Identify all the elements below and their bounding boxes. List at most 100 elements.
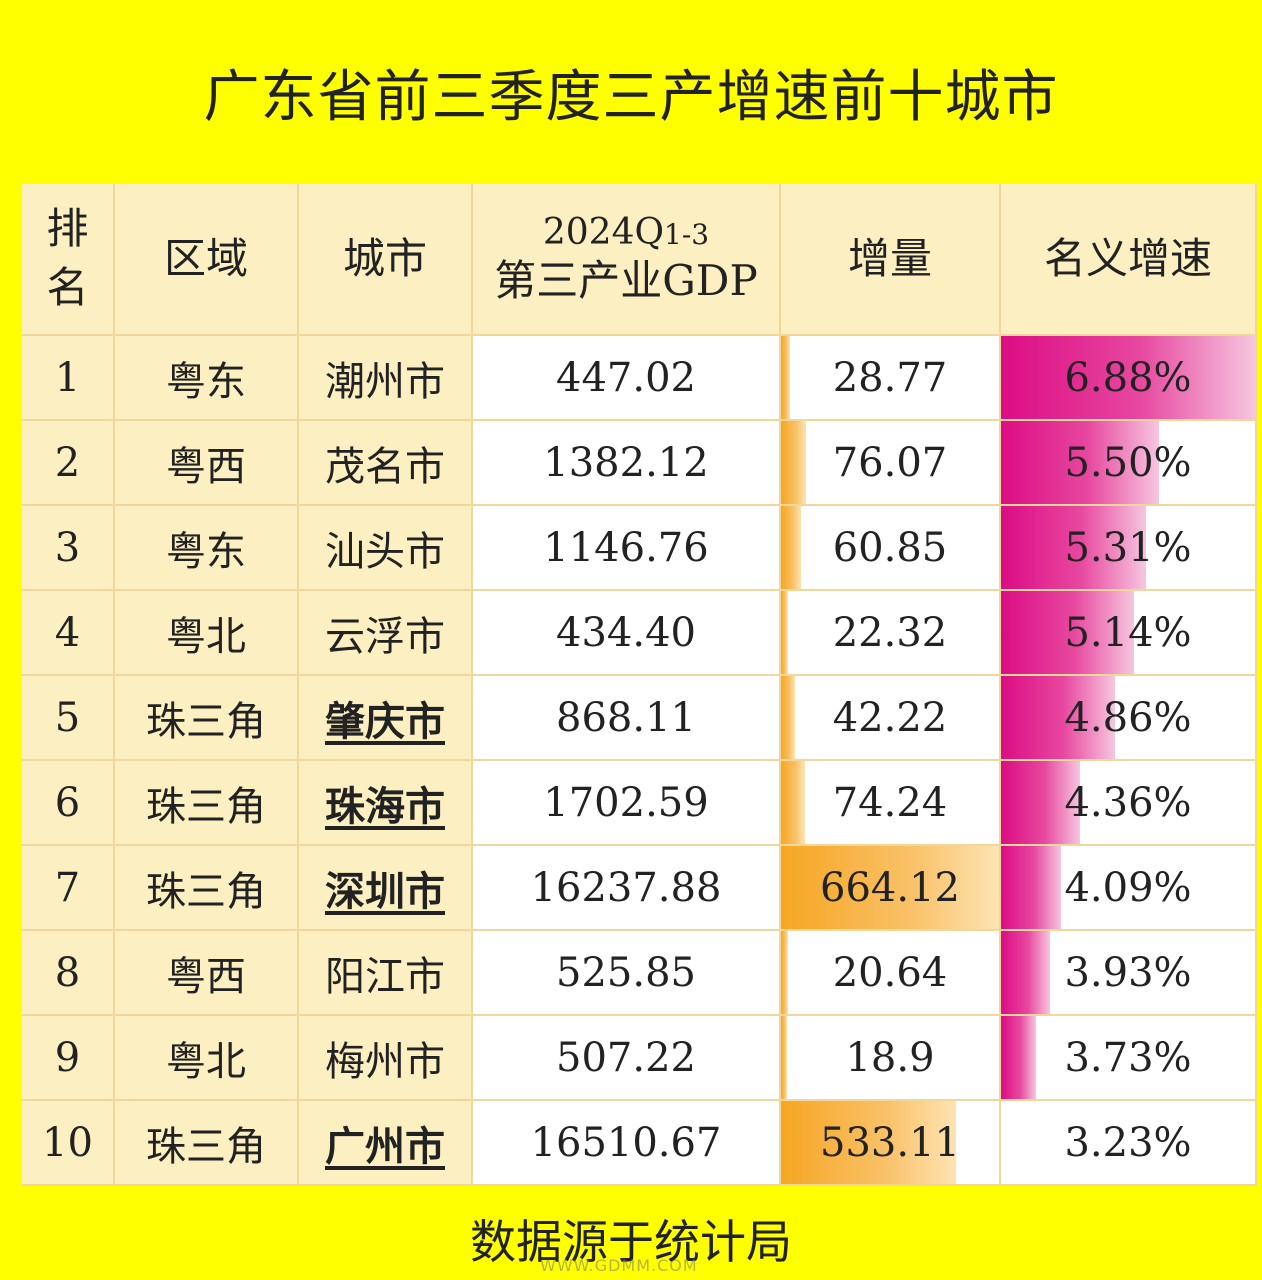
increase-bar <box>781 676 795 758</box>
rate-cell: 3.93% <box>1000 930 1257 1016</box>
increase-bar <box>781 1101 957 1183</box>
increase-value: 76.07 <box>832 439 948 486</box>
ranking-table: 排名 区域 城市 2024Q1-3 第三产业GDP 增量 名义增速 1 粤东 潮州市… <box>22 184 1257 1186</box>
region-cell: 粤西 <box>114 420 299 506</box>
increase-value: 28.77 <box>832 354 948 401</box>
rate-cell: 5.50% <box>1000 420 1257 506</box>
increase-cell: 22.32 <box>780 590 1001 676</box>
rate-cell: 4.86% <box>1000 675 1257 761</box>
table-row: 5 珠三角 肇庆市 868.11 42.22 4.86% <box>22 675 1257 761</box>
city-name: 肇庆市 <box>325 697 445 745</box>
header-row: 排名 区域 城市 2024Q1-3 第三产业GDP 增量 名义增速 <box>22 184 1257 336</box>
region-cell: 粤北 <box>114 590 299 676</box>
region-cell: 珠三角 <box>114 675 299 761</box>
rate-value: 3.73% <box>1064 1034 1192 1081</box>
table-row: 7 珠三角 深圳市 16237.88 664.12 4.09% <box>22 845 1257 931</box>
city-name: 梅州市 <box>325 1038 445 1085</box>
rank-cell: 10 <box>22 1100 115 1186</box>
city-cell: 广州市 <box>297 1100 473 1186</box>
rate-value: 5.50% <box>1064 439 1192 486</box>
rate-bar <box>1001 676 1115 758</box>
rate-value: 6.88% <box>1064 354 1192 401</box>
rate-value: 3.93% <box>1064 949 1192 996</box>
rate-cell: 6.88% <box>1000 335 1257 421</box>
increase-value: 22.32 <box>832 609 948 656</box>
gdp-cell: 1382.12 <box>472 420 781 506</box>
gdp-cell: 447.02 <box>472 335 781 421</box>
rate-value: 5.31% <box>1064 524 1192 571</box>
increase-cell: 76.07 <box>780 420 1001 506</box>
gdp-cell: 525.85 <box>472 930 781 1016</box>
rate-value: 4.36% <box>1064 779 1192 826</box>
city-cell: 珠海市 <box>297 760 473 846</box>
increase-bar <box>781 761 806 843</box>
table-row: 6 珠三角 珠海市 1702.59 74.24 4.36% <box>22 760 1257 846</box>
increase-bar <box>781 336 791 418</box>
city-name: 阳江市 <box>325 953 445 1000</box>
table-row: 4 粤北 云浮市 434.40 22.32 5.14% <box>22 590 1257 676</box>
increase-cell: 28.77 <box>780 335 1001 421</box>
city-cell: 梅州市 <box>297 1015 473 1101</box>
increase-cell: 60.85 <box>780 505 1001 591</box>
gdp-cell: 1146.76 <box>472 505 781 591</box>
increase-cell: 18.9 <box>780 1015 1001 1101</box>
increase-bar <box>781 846 998 928</box>
gdp-cell: 1702.59 <box>472 760 781 846</box>
header-region: 区域 <box>114 184 299 336</box>
rank-cell: 9 <box>22 1015 115 1101</box>
increase-value: 18.9 <box>845 1034 935 1081</box>
city-cell: 深圳市 <box>297 845 473 931</box>
gdp-cell: 507.22 <box>472 1015 781 1101</box>
rank-cell: 8 <box>22 930 115 1016</box>
rank-cell: 1 <box>22 335 115 421</box>
table-row: 10 珠三角 广州市 16510.67 533.11 3.23% <box>22 1100 1257 1186</box>
city-cell: 茂名市 <box>297 420 473 506</box>
city-name: 广州市 <box>325 1122 445 1170</box>
city-name: 深圳市 <box>325 867 445 915</box>
region-cell: 粤东 <box>114 335 299 421</box>
rate-cell: 5.31% <box>1000 505 1257 591</box>
rank-cell: 7 <box>22 845 115 931</box>
city-name: 云浮市 <box>325 613 445 660</box>
increase-value: 74.24 <box>832 779 948 826</box>
increase-cell: 74.24 <box>780 760 1001 846</box>
increase-value: 42.22 <box>832 694 948 741</box>
increase-bar <box>781 1016 788 1098</box>
city-name: 珠海市 <box>325 782 445 830</box>
region-cell: 珠三角 <box>114 1100 299 1186</box>
region-cell: 粤东 <box>114 505 299 591</box>
city-cell: 汕头市 <box>297 505 473 591</box>
increase-bar <box>781 591 789 673</box>
increase-bar <box>781 421 807 503</box>
table-row: 8 粤西 阳江市 525.85 20.64 3.93% <box>22 930 1257 1016</box>
header-gdp-line2: 第三产业GDP <box>494 256 758 306</box>
table-row: 1 粤东 潮州市 447.02 28.77 6.88% <box>22 335 1257 421</box>
header-rate: 名义增速 <box>1000 184 1257 336</box>
rate-value: 3.23% <box>1064 1119 1192 1166</box>
rate-cell: 4.09% <box>1000 845 1257 931</box>
rank-cell: 3 <box>22 505 115 591</box>
rate-bar <box>1001 931 1050 1013</box>
region-cell: 珠三角 <box>114 845 299 931</box>
header-gdp: 2024Q1-3 第三产业GDP <box>472 184 781 336</box>
rate-cell: 5.14% <box>1000 590 1257 676</box>
increase-value: 664.12 <box>820 864 960 911</box>
table-row: 9 粤北 梅州市 507.22 18.9 3.73% <box>22 1015 1257 1101</box>
rate-cell: 3.73% <box>1000 1015 1257 1101</box>
header-gdp-line1: 2024Q1-3 <box>542 212 710 254</box>
rate-cell: 4.36% <box>1000 760 1257 846</box>
rank-cell: 2 <box>22 420 115 506</box>
gdp-cell: 434.40 <box>472 590 781 676</box>
rank-cell: 5 <box>22 675 115 761</box>
rate-value: 4.09% <box>1064 864 1192 911</box>
increase-cell: 42.22 <box>780 675 1001 761</box>
increase-value: 533.11 <box>820 1119 960 1166</box>
increase-value: 60.85 <box>832 524 948 571</box>
gdp-cell: 868.11 <box>472 675 781 761</box>
data-source-note: 数据源于统计局 <box>470 1215 792 1269</box>
rate-bar <box>1001 761 1080 843</box>
rank-cell: 4 <box>22 590 115 676</box>
region-cell: 粤北 <box>114 1015 299 1101</box>
table-row: 2 粤西 茂名市 1382.12 76.07 5.50% <box>22 420 1257 506</box>
gdp-cell: 16237.88 <box>472 845 781 931</box>
